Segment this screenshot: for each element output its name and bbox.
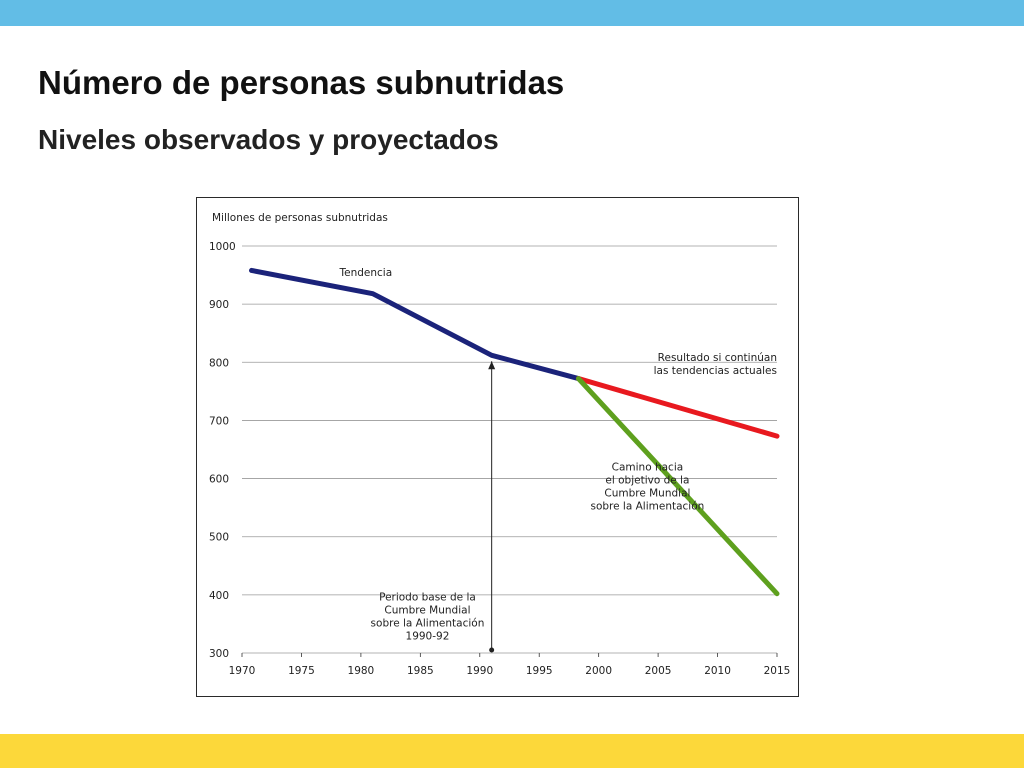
base-period-label-line-2: sobre la Alimentación: [371, 618, 485, 630]
summit-path-label-line-1: el objetivo de la: [605, 474, 689, 486]
y-tick-label-900: 900: [209, 299, 229, 311]
base-period-label-line-0: Periodo base de la: [379, 592, 476, 604]
slide-title: Número de personas subnutridas: [38, 64, 565, 101]
current-trends-label-line-1: las tendencias actuales: [654, 365, 777, 377]
x-tick-label-1970: 1970: [229, 665, 256, 677]
x-tick-label-1985: 1985: [407, 665, 434, 677]
y-tick-label-1000: 1000: [209, 241, 236, 253]
x-tick-label-2000: 2000: [585, 665, 612, 677]
summit-path-label-line-0: Camino hacia: [612, 461, 684, 473]
base-period-label-line-3: 1990-92: [406, 631, 450, 643]
y-tick-label-600: 600: [209, 474, 229, 486]
top-color-band: [0, 0, 1024, 26]
x-tick-label-2010: 2010: [704, 665, 731, 677]
chart-frame: 300 400 500 600 700 800 900 1000 1970 1975 1980 19…: [196, 197, 799, 697]
bottom-color-band: [0, 734, 1024, 768]
y-axis-label: Millones de personas subnutridas: [212, 212, 388, 224]
summit-path-label-line-2: Cumbre Mundial: [604, 487, 690, 499]
series-line-summit_path: [575, 376, 780, 597]
y-tick-label-300: 300: [209, 648, 229, 660]
x-tick-label-2015: 2015: [764, 665, 791, 677]
current-trends-label-line-0: Resultado si continúan: [658, 352, 777, 364]
x-tick-label-1990: 1990: [466, 665, 493, 677]
x-tick-label-1995: 1995: [526, 665, 553, 677]
slide-subtitle: Niveles observados y proyectados: [38, 124, 499, 155]
x-tick-label-1975: 1975: [288, 665, 315, 677]
trend-label: Tendencia: [338, 267, 392, 279]
summit-path-label-line-3: sobre la Alimentación: [590, 500, 704, 512]
base-period-arrow-head: [488, 361, 496, 370]
y-tick-label-400: 400: [209, 590, 229, 602]
series-line-trend: [249, 267, 581, 382]
y-tick-label-800: 800: [209, 357, 229, 369]
y-tick-label-500: 500: [209, 532, 229, 544]
series-lines: [249, 267, 780, 597]
y-tick-labels: 300 400 500 600 700 800 900 1000: [209, 241, 236, 660]
y-tick-label-700: 700: [209, 415, 229, 427]
x-tick-label-2005: 2005: [645, 665, 672, 677]
grid-lines: [241, 245, 778, 657]
x-tick-label-1980: 1980: [348, 665, 375, 677]
base-period-arrow-dot: [489, 647, 495, 653]
series-line-current_trends: [575, 376, 780, 439]
x-tick-labels: 1970 1975 1980 1985 1990 1995 2000 2005 2010 2015: [229, 665, 791, 677]
base-period-label-line-1: Cumbre Mundial: [384, 605, 470, 617]
